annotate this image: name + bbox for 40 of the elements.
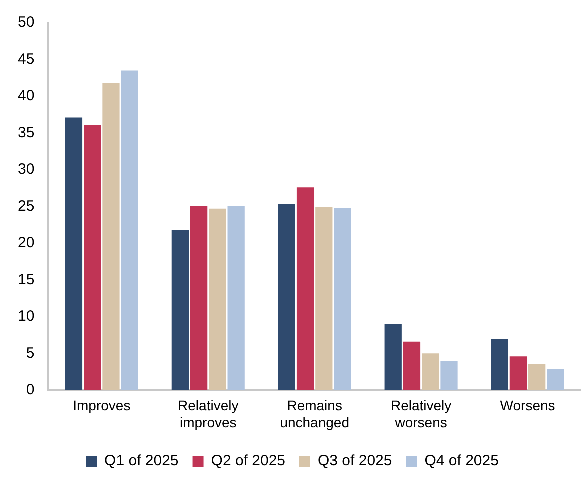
bar xyxy=(84,125,102,390)
bar xyxy=(510,356,528,390)
bar xyxy=(278,204,296,390)
bar xyxy=(209,208,226,390)
legend-label: Q4 of 2025 xyxy=(424,452,499,470)
y-tick-label: 15 xyxy=(18,271,35,288)
y-tick-label: 20 xyxy=(18,234,35,252)
x-tick-label: Relatively improves xyxy=(178,398,239,430)
bar xyxy=(190,206,208,390)
y-tick-label: 35 xyxy=(18,124,35,142)
bar xyxy=(491,338,508,390)
bar xyxy=(228,206,245,390)
bar xyxy=(547,369,564,390)
bar xyxy=(528,364,546,390)
y-tick-label: 10 xyxy=(18,308,35,326)
bar xyxy=(334,208,352,390)
x-tick-label: Relatively worsens xyxy=(390,398,452,430)
y-tick-label: 30 xyxy=(18,161,35,178)
legend-label: Q3 of 2025 xyxy=(318,452,392,470)
x-tick-label: Worsens xyxy=(500,398,556,414)
y-tick-label: 25 xyxy=(18,198,35,215)
y-tick-label: 40 xyxy=(18,88,35,105)
bar xyxy=(296,188,314,390)
x-tick-label: Improves xyxy=(73,398,131,414)
bar xyxy=(65,118,83,390)
bar xyxy=(102,83,120,390)
legend-label: Q1 of 2025 xyxy=(104,452,179,470)
legend-label: Q2 of 2025 xyxy=(211,452,286,470)
bar xyxy=(172,230,190,390)
bar xyxy=(440,361,458,390)
y-tick-label: 45 xyxy=(18,50,35,68)
y-tick-label: 0 xyxy=(26,382,35,399)
bar xyxy=(316,207,333,390)
bar xyxy=(422,354,440,390)
y-tick-label: 50 xyxy=(18,14,35,32)
bar xyxy=(121,70,138,390)
x-tick-label: Remains unchanged xyxy=(280,398,350,430)
bar xyxy=(403,342,421,390)
y-tick-label: 5 xyxy=(26,344,35,362)
bar xyxy=(384,324,402,390)
